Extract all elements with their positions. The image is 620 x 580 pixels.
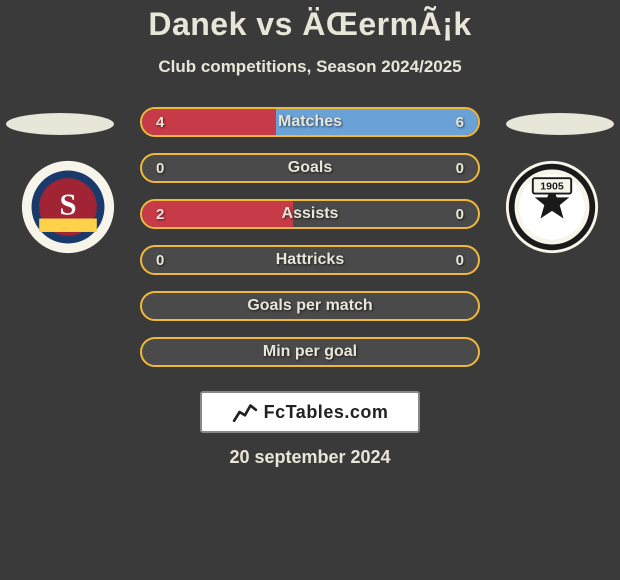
stat-label: Assists bbox=[282, 205, 339, 223]
player-oval-left bbox=[6, 113, 114, 135]
comparison-body: S 1905 4 6 Matches 0 0 Goals 2 0 Assists 0 0 Hattri… bbox=[0, 107, 620, 367]
player-oval-right bbox=[506, 113, 614, 135]
stat-bar-hattricks: 0 0 Hattricks bbox=[140, 245, 480, 275]
stat-bar-assists: 2 0 Assists bbox=[140, 199, 480, 229]
stat-value-right: 0 bbox=[456, 252, 464, 269]
comparison-subtitle: Club competitions, Season 2024/2025 bbox=[158, 57, 461, 77]
stat-value-left: 0 bbox=[156, 252, 164, 269]
stat-label: Matches bbox=[278, 113, 342, 131]
stat-value-left: 2 bbox=[156, 206, 164, 223]
club-crest-right: 1905 bbox=[504, 159, 600, 255]
brand-badge[interactable]: FcTables.com bbox=[200, 391, 420, 433]
stat-bar-matches: 4 6 Matches bbox=[140, 107, 480, 137]
stat-fill-left bbox=[142, 201, 293, 227]
stat-value-right: 6 bbox=[456, 114, 464, 131]
brand-text: FcTables.com bbox=[264, 402, 389, 423]
stat-bar-min-per-goal: Min per goal bbox=[140, 337, 480, 367]
svg-text:S: S bbox=[59, 188, 76, 222]
stat-value-right: 0 bbox=[456, 160, 464, 177]
stat-label: Goals bbox=[288, 159, 332, 177]
infographic-date: 20 september 2024 bbox=[229, 447, 390, 468]
chart-icon bbox=[232, 399, 258, 425]
stat-value-right: 0 bbox=[456, 206, 464, 223]
stat-label: Goals per match bbox=[247, 297, 372, 315]
svg-text:1905: 1905 bbox=[540, 181, 564, 193]
stat-bars-container: 4 6 Matches 0 0 Goals 2 0 Assists 0 0 Hattricks Goal… bbox=[140, 107, 480, 367]
crest-right-svg: 1905 bbox=[504, 159, 600, 255]
stat-bar-goals-per-match: Goals per match bbox=[140, 291, 480, 321]
stat-label: Min per goal bbox=[263, 343, 357, 361]
stat-value-left: 0 bbox=[156, 160, 164, 177]
stat-value-left: 4 bbox=[156, 114, 164, 131]
stat-label: Hattricks bbox=[276, 251, 344, 269]
comparison-title: Danek vs ÄŒermÃ¡k bbox=[148, 6, 471, 43]
club-crest-left: S bbox=[20, 159, 116, 255]
stat-bar-goals: 0 0 Goals bbox=[140, 153, 480, 183]
crest-left-svg: S bbox=[20, 159, 116, 255]
